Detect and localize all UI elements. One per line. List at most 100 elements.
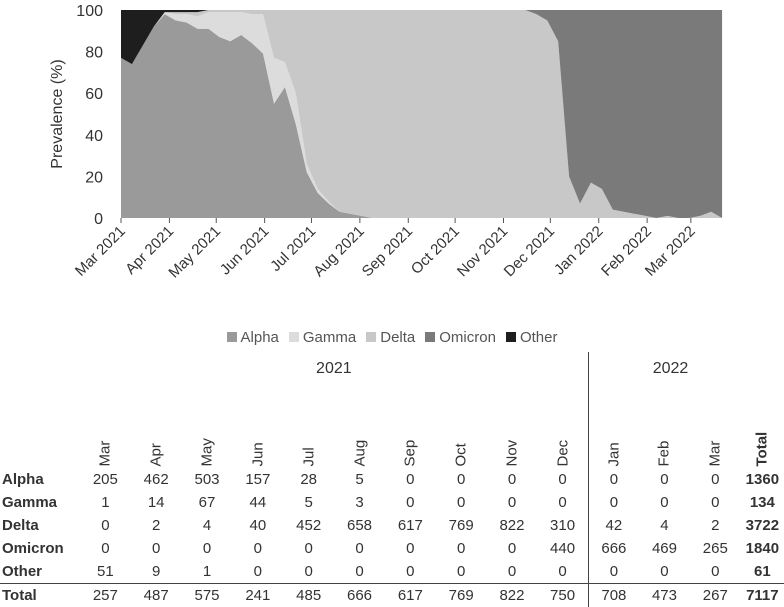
table-cell: 0 xyxy=(487,560,538,584)
row-total: 61 xyxy=(741,560,784,584)
table-cell: 0 xyxy=(588,491,639,514)
table-cell: 157 xyxy=(232,468,283,491)
table-cell: 473 xyxy=(639,584,690,607)
table-cell: 769 xyxy=(436,514,487,537)
table-cell: 5 xyxy=(283,491,334,514)
table-cell: 0 xyxy=(334,537,385,560)
x-tick-label: Mar 2021 xyxy=(72,223,129,280)
table-cell: 0 xyxy=(385,491,436,514)
month-header: Apr xyxy=(131,386,182,468)
y-axis-label: Prevalence (%) xyxy=(49,59,66,168)
table-cell: 42 xyxy=(588,514,639,537)
table-cell: 822 xyxy=(487,514,538,537)
table-cell: 0 xyxy=(436,560,487,584)
legend: Alpha Gamma Delta Omicron Other xyxy=(0,326,784,348)
table-cell: 0 xyxy=(588,468,639,491)
table-cell: 469 xyxy=(639,537,690,560)
table-cell: 440 xyxy=(537,537,588,560)
table-cell: 575 xyxy=(182,584,233,607)
legend-label: Alpha xyxy=(241,329,279,346)
legend-item-omicron: Omicron xyxy=(425,329,496,346)
legend-swatch xyxy=(289,332,299,342)
table-cell: 0 xyxy=(537,468,588,491)
table-cell: 462 xyxy=(131,468,182,491)
table-cell: 485 xyxy=(283,584,334,607)
table-cell: 0 xyxy=(487,491,538,514)
table-cell: 0 xyxy=(80,514,131,537)
legend-swatch xyxy=(227,332,237,342)
row-total: 7117 xyxy=(741,584,784,607)
month-header: Sep xyxy=(385,386,436,468)
table-cell: 658 xyxy=(334,514,385,537)
stacked-areas xyxy=(121,10,722,218)
legend-item-other: Other xyxy=(506,329,558,346)
table-cell: 0 xyxy=(436,491,487,514)
x-tick-label: Jan 2022 xyxy=(551,223,607,279)
table-cell: 617 xyxy=(385,514,436,537)
legend-label: Omicron xyxy=(439,329,496,346)
table-cell: 0 xyxy=(487,468,538,491)
table-cell: 487 xyxy=(131,584,182,607)
table-cell: 1 xyxy=(182,560,233,584)
table-cell: 44 xyxy=(232,491,283,514)
x-tick-label: Dec 2021 xyxy=(501,223,558,280)
table-cell: 205 xyxy=(80,468,131,491)
table-cell: 0 xyxy=(182,537,233,560)
table-cell: 0 xyxy=(80,537,131,560)
month-header: Jul xyxy=(283,386,334,468)
row-total: 134 xyxy=(741,491,784,514)
table-cell: 40 xyxy=(232,514,283,537)
table-cell: 0 xyxy=(385,468,436,491)
row-label: Omicron xyxy=(0,537,80,560)
legend-item-gamma: Gamma xyxy=(289,329,356,346)
year-2021: 2021 xyxy=(80,352,588,386)
legend-swatch xyxy=(366,332,376,342)
table-cell: 4 xyxy=(182,514,233,537)
table-cell: 2 xyxy=(131,514,182,537)
table-cell: 0 xyxy=(537,491,588,514)
table-cell: 769 xyxy=(436,584,487,607)
x-tick-label: May 2021 xyxy=(165,223,224,282)
table-cell: 0 xyxy=(639,560,690,584)
month-header: Aug xyxy=(334,386,385,468)
y-tick-label: 20 xyxy=(85,169,103,186)
table-cell: 0 xyxy=(588,560,639,584)
row-total: 3722 xyxy=(741,514,784,537)
table-cell: 3 xyxy=(334,491,385,514)
table-cell: 822 xyxy=(487,584,538,607)
table-cell: 0 xyxy=(283,537,334,560)
y-tick-label: 0 xyxy=(94,211,103,228)
table-cell: 2 xyxy=(690,514,741,537)
table-cell: 0 xyxy=(690,491,741,514)
table-cell: 0 xyxy=(232,537,283,560)
legend-label: Gamma xyxy=(303,329,356,346)
row-total: 1840 xyxy=(741,537,784,560)
table-cell: 28 xyxy=(283,468,334,491)
table-cell: 257 xyxy=(80,584,131,607)
month-header: Feb xyxy=(639,386,690,468)
row-label: Alpha xyxy=(0,468,80,491)
month-header: Oct xyxy=(436,386,487,468)
legend-swatch xyxy=(425,332,435,342)
month-header: Jan xyxy=(588,386,639,468)
table-cell: 750 xyxy=(537,584,588,607)
table-cell: 0 xyxy=(334,560,385,584)
row-label: Gamma xyxy=(0,491,80,514)
table-cell: 0 xyxy=(639,468,690,491)
legend-swatch xyxy=(506,332,516,342)
table-cell: 5 xyxy=(334,468,385,491)
table-cell: 241 xyxy=(232,584,283,607)
table-cell: 0 xyxy=(690,468,741,491)
legend-label: Delta xyxy=(380,329,415,346)
table-cell: 0 xyxy=(639,491,690,514)
x-tick-label: Nov 2021 xyxy=(454,223,511,280)
month-header: Jun xyxy=(232,386,283,468)
